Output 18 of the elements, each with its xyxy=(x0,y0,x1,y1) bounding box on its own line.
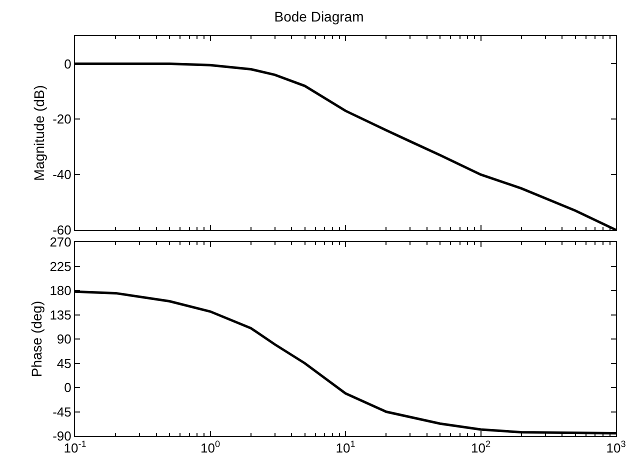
y-axis-title: Phase (deg) xyxy=(28,300,44,378)
x-tick-label: 10$^{1}$ xyxy=(336,439,356,456)
y-tick-label: -90 xyxy=(52,428,72,444)
y-tick-label: -20 xyxy=(52,112,72,127)
x-tick-label: 10$^{2}$ xyxy=(470,439,491,456)
chart-title: Bode Diagram xyxy=(274,8,364,24)
y-tick-label: 180 xyxy=(50,283,72,298)
y-tick-label: 90 xyxy=(56,332,72,347)
y-tick-label: 45 xyxy=(56,356,72,371)
x-tick-label: 10$^{0}$ xyxy=(200,439,220,456)
y-tick-label: 0 xyxy=(64,56,72,72)
x-tick-label: 10$^{3}$ xyxy=(606,439,626,456)
y-tick-label: -45 xyxy=(52,404,72,420)
y-tick-label: 225 xyxy=(50,258,72,274)
y-tick-label: -40 xyxy=(52,167,72,182)
y-axis-title: Magnitude (dB) xyxy=(31,85,48,181)
y-tick-label: 135 xyxy=(50,307,72,322)
y-tick-label: 0 xyxy=(64,380,72,396)
